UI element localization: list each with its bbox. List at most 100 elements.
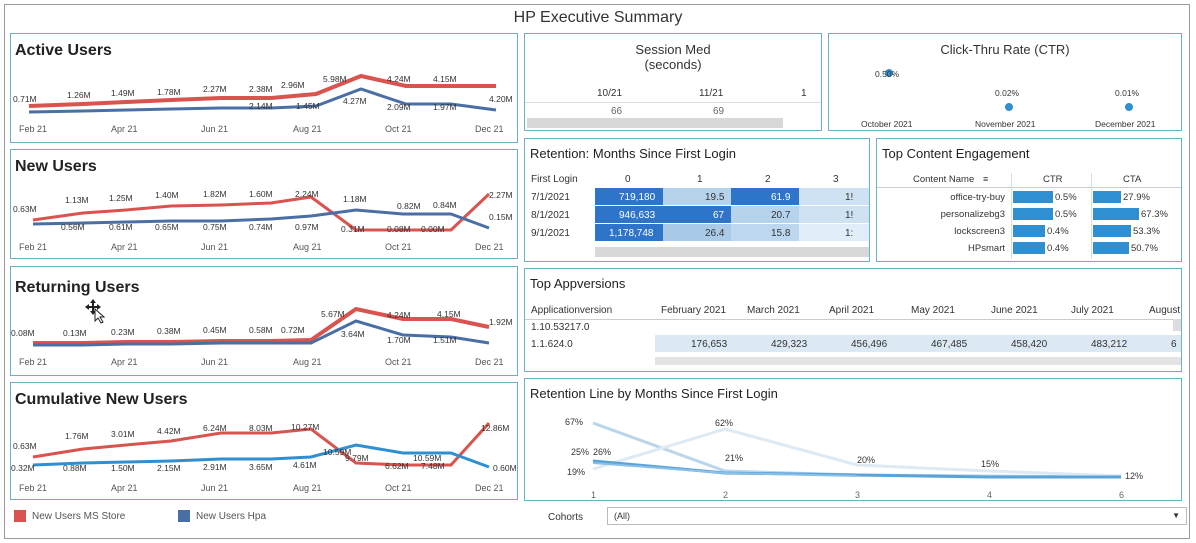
ctr-value: 0.50% bbox=[875, 69, 900, 79]
retention-line-label: 26% bbox=[593, 447, 611, 457]
ctr-month: October 2021 bbox=[861, 119, 913, 129]
x-tick: Dec 21 bbox=[475, 357, 504, 367]
red-label: 4.15M bbox=[437, 309, 461, 319]
ctr-chart[interactable]: 0.50% 0.02% 0.01% October 2021 November … bbox=[829, 34, 1182, 131]
cta-bar bbox=[1093, 208, 1139, 220]
retention-line-series bbox=[592, 427, 1122, 478]
horizontal-scrollbar[interactable] bbox=[655, 357, 1181, 365]
retention-line-chart[interactable]: 67% 62% 25% 26% 21% 19% 20% 15% 12% 1 2 … bbox=[525, 379, 1182, 501]
cumulative-new-users-panel[interactable]: Cumulative New Users 0.63M 1.76M 3.01M 4… bbox=[10, 382, 518, 500]
retention-title: Retention: Months Since First Login bbox=[530, 146, 736, 161]
returning-users-blue-line bbox=[33, 319, 490, 347]
ctr-value: 0.4% bbox=[1047, 243, 1069, 254]
returning-users-chart[interactable]: 0.08M 0.13M 0.23M 0.38M 0.45M 0.58M 0.72… bbox=[11, 267, 518, 376]
ctr-panel[interactable]: Click-Thru Rate (CTR) 0.50% 0.02% 0.01% … bbox=[828, 33, 1182, 131]
returning-users-panel[interactable]: Returning Users 0.08M 0.13M 0.23M 0.38M … bbox=[10, 266, 518, 376]
new-users-red-line bbox=[32, 192, 491, 232]
ctr-value: 0.5% bbox=[1055, 192, 1077, 203]
red-label: 0.71M bbox=[13, 94, 37, 104]
content-header: CTA bbox=[1123, 174, 1142, 185]
cohorts-dropdown-value: (All) bbox=[614, 511, 630, 521]
retention-cell: 1,178,748 bbox=[609, 228, 654, 239]
x-tick: Jun 21 bbox=[201, 124, 228, 134]
sort-icon[interactable]: ≡ bbox=[983, 174, 989, 184]
retention-line-panel[interactable]: Retention Line by Months Since First Log… bbox=[524, 378, 1182, 501]
retention-header: 3 bbox=[833, 174, 839, 185]
cumulative-new-users-chart[interactable]: 0.63M 1.76M 3.01M 4.42M 6.24M 8.03M 10.2… bbox=[11, 383, 518, 500]
red-label: 0.08M bbox=[387, 224, 411, 234]
content-name: office-try-buy bbox=[950, 192, 1005, 203]
appversion-header: March 2021 bbox=[747, 305, 800, 316]
appversion-header: July 2021 bbox=[1071, 305, 1114, 316]
blue-label: 0.65M bbox=[155, 222, 179, 232]
x-tick: Aug 21 bbox=[293, 242, 322, 252]
returning-users-red-line bbox=[33, 306, 490, 345]
cumulative-blue-line bbox=[32, 443, 490, 469]
horizontal-scrollbar[interactable] bbox=[527, 118, 783, 128]
blue-label: 3.65M bbox=[249, 462, 273, 472]
cohorts-label: Cohorts bbox=[548, 512, 584, 523]
x-tick: 4 bbox=[987, 490, 992, 500]
active-users-title: Active Users bbox=[15, 42, 112, 59]
x-tick: Oct 21 bbox=[385, 124, 412, 134]
session-med-title: Session Med (seconds) bbox=[525, 42, 821, 72]
active-users-chart[interactable]: 0.71M 1.26M 1.49M 1.78M 2.27M 2.38M 2.96… bbox=[11, 34, 518, 143]
red-label: 1.25M bbox=[109, 193, 133, 203]
blue-label: 2.91M bbox=[203, 462, 227, 472]
new-users-title: New Users bbox=[15, 158, 97, 175]
x-tick: Apr 21 bbox=[111, 124, 138, 134]
appversion-cell: 429,323 bbox=[771, 339, 808, 350]
blue-label: 9.79M bbox=[345, 453, 369, 463]
page-title: HP Executive Summary bbox=[513, 9, 683, 26]
blue-label: 0.60M bbox=[493, 463, 517, 473]
x-tick: Aug 21 bbox=[293, 483, 322, 493]
cohorts-dropdown[interactable]: (All) ▼ bbox=[607, 507, 1187, 525]
red-label: 1.26M bbox=[67, 90, 91, 100]
session-col-header: 10/21 bbox=[597, 88, 623, 99]
horizontal-scrollbar[interactable] bbox=[595, 247, 869, 257]
red-label: 2.38M bbox=[249, 84, 273, 94]
red-label: 5.67M bbox=[321, 309, 345, 319]
cta-value: 50.7% bbox=[1131, 243, 1158, 254]
retention-line-series bbox=[592, 462, 858, 477]
retention-cell: 19.5 bbox=[705, 192, 725, 203]
red-label: 1.49M bbox=[111, 88, 135, 98]
red-label: 1.92M bbox=[489, 317, 513, 327]
blue-label: 1.18M bbox=[343, 194, 367, 204]
x-tick: Feb 21 bbox=[19, 357, 47, 367]
appversion-name: 1.1.624.0 bbox=[531, 339, 573, 350]
blue-label: 1.45M bbox=[296, 101, 320, 111]
retention-panel[interactable]: Retention: Months Since First Login Firs… bbox=[524, 138, 870, 262]
session-med-panel[interactable]: Session Med (seconds) 10/21 11/21 1 66 6… bbox=[524, 33, 822, 131]
active-users-panel[interactable]: Active Users 0.71M 1.26M 1.49M 1.78M 2.2… bbox=[10, 33, 518, 143]
red-label: 4.20M bbox=[489, 94, 513, 104]
blue-label: 3.64M bbox=[341, 329, 365, 339]
top-content-panel[interactable]: Top Content Engagement Content Name ≡ CT… bbox=[876, 138, 1182, 262]
content-name: personalizebg3 bbox=[940, 209, 1005, 220]
ctr-bar bbox=[1013, 242, 1045, 254]
legend-hpa[interactable]: New Users Hpa bbox=[178, 510, 266, 522]
legend-ms-store[interactable]: New Users MS Store bbox=[14, 510, 125, 522]
blue-label: 0.97M bbox=[295, 222, 319, 232]
red-label: 0.23M bbox=[111, 327, 135, 337]
cta-bar bbox=[1093, 225, 1131, 237]
red-label: 0.13M bbox=[63, 328, 87, 338]
new-users-panel[interactable]: New Users 0.63M 1.13M 1.25M 1.40M 1.82M … bbox=[10, 149, 518, 259]
x-tick: 1 bbox=[591, 490, 596, 500]
top-appversions-panel[interactable]: Top Appversions Applicationversion Febru… bbox=[524, 268, 1182, 372]
blue-label: 10.59M bbox=[323, 447, 351, 457]
x-tick: Dec 21 bbox=[475, 242, 504, 252]
new-users-chart[interactable]: 0.63M 1.13M 1.25M 1.40M 1.82M 1.60M 2.24… bbox=[11, 150, 518, 259]
blue-label: 10.59M bbox=[413, 453, 441, 463]
retention-line-label: 67% bbox=[565, 417, 583, 427]
blue-label: 1.70M bbox=[387, 335, 411, 345]
red-label: 1.60M bbox=[249, 189, 273, 199]
retention-row-label: 8/1/2021 bbox=[531, 210, 570, 221]
red-label: 2.27M bbox=[489, 190, 513, 200]
x-tick: 3 bbox=[855, 490, 860, 500]
blue-label: 4.61M bbox=[293, 460, 317, 470]
red-label: 0.63M bbox=[13, 204, 37, 214]
appversion-cell: 176,653 bbox=[691, 339, 728, 350]
retention-cell: 15.8 bbox=[771, 228, 791, 239]
x-tick: Jun 21 bbox=[201, 357, 228, 367]
